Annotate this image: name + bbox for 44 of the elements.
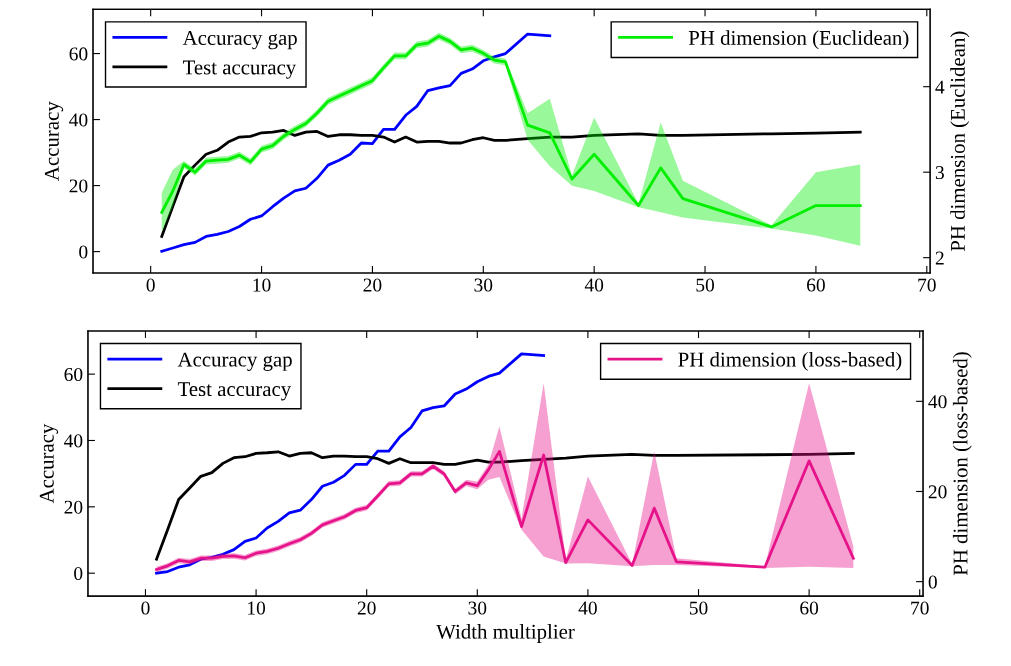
x-tick-label: 60 — [800, 601, 819, 615]
legend-label: Test accuracy — [177, 382, 292, 401]
x-tick-label: 0 — [146, 278, 155, 292]
x-tick-label: 40 — [578, 601, 597, 615]
x-tick-label: 0 — [141, 601, 150, 615]
y2-tick-label: 2 — [935, 251, 944, 265]
y-tick-label: 20 — [69, 179, 88, 193]
y-tick-label: 40 — [69, 113, 88, 127]
y-axis-title: Accuracy — [39, 423, 59, 504]
line-series — [160, 32, 552, 253]
x-tick-label: 20 — [357, 601, 376, 615]
y2-tick-label: 4 — [935, 80, 945, 94]
y2-tick-label: 0 — [928, 575, 937, 589]
x-tick-label: 60 — [807, 278, 825, 292]
y-tick-label: 40 — [64, 434, 83, 448]
x-axis-title: Width multiplier — [436, 624, 575, 644]
legend-label: PH dimension (Euclidean) — [688, 30, 909, 50]
line-series — [155, 352, 546, 575]
x-tick-label: 70 — [918, 278, 936, 292]
legend-label: Test accuracy — [182, 60, 297, 79]
x-tick-label: 30 — [468, 601, 487, 615]
x-tick-label: 40 — [584, 278, 604, 292]
y2-axis-title: PH dimension (loss-based) — [952, 352, 972, 576]
line-series — [160, 129, 862, 238]
y2-tick-label: 3 — [935, 166, 944, 180]
y-axis-title: Accuracy — [44, 101, 64, 181]
x-tick-label: 70 — [911, 601, 929, 615]
legend-label: Accuracy gap — [182, 30, 297, 50]
y-tick-label: 60 — [69, 47, 88, 61]
x-tick-label: 50 — [689, 601, 708, 615]
y-tick-label: 20 — [64, 500, 83, 514]
x-tick-label: 30 — [474, 278, 493, 292]
x-tick-label: 10 — [248, 601, 266, 615]
x-tick-label: 20 — [363, 278, 382, 292]
y-tick-label: 60 — [64, 367, 83, 382]
y2-tick-label: 40 — [928, 395, 947, 409]
y2-tick-label: 20 — [928, 485, 947, 499]
y-tick-label: 0 — [79, 245, 88, 259]
x-tick-label: 50 — [696, 278, 715, 292]
legend-label: Accuracy gap — [177, 352, 292, 371]
x-tick-label: 10 — [253, 278, 271, 292]
y-tick-label: 0 — [74, 567, 83, 581]
y2-axis-title: PH dimension (Euclidean) — [950, 31, 970, 252]
legend-label: PH dimension (loss-based) — [678, 351, 902, 371]
